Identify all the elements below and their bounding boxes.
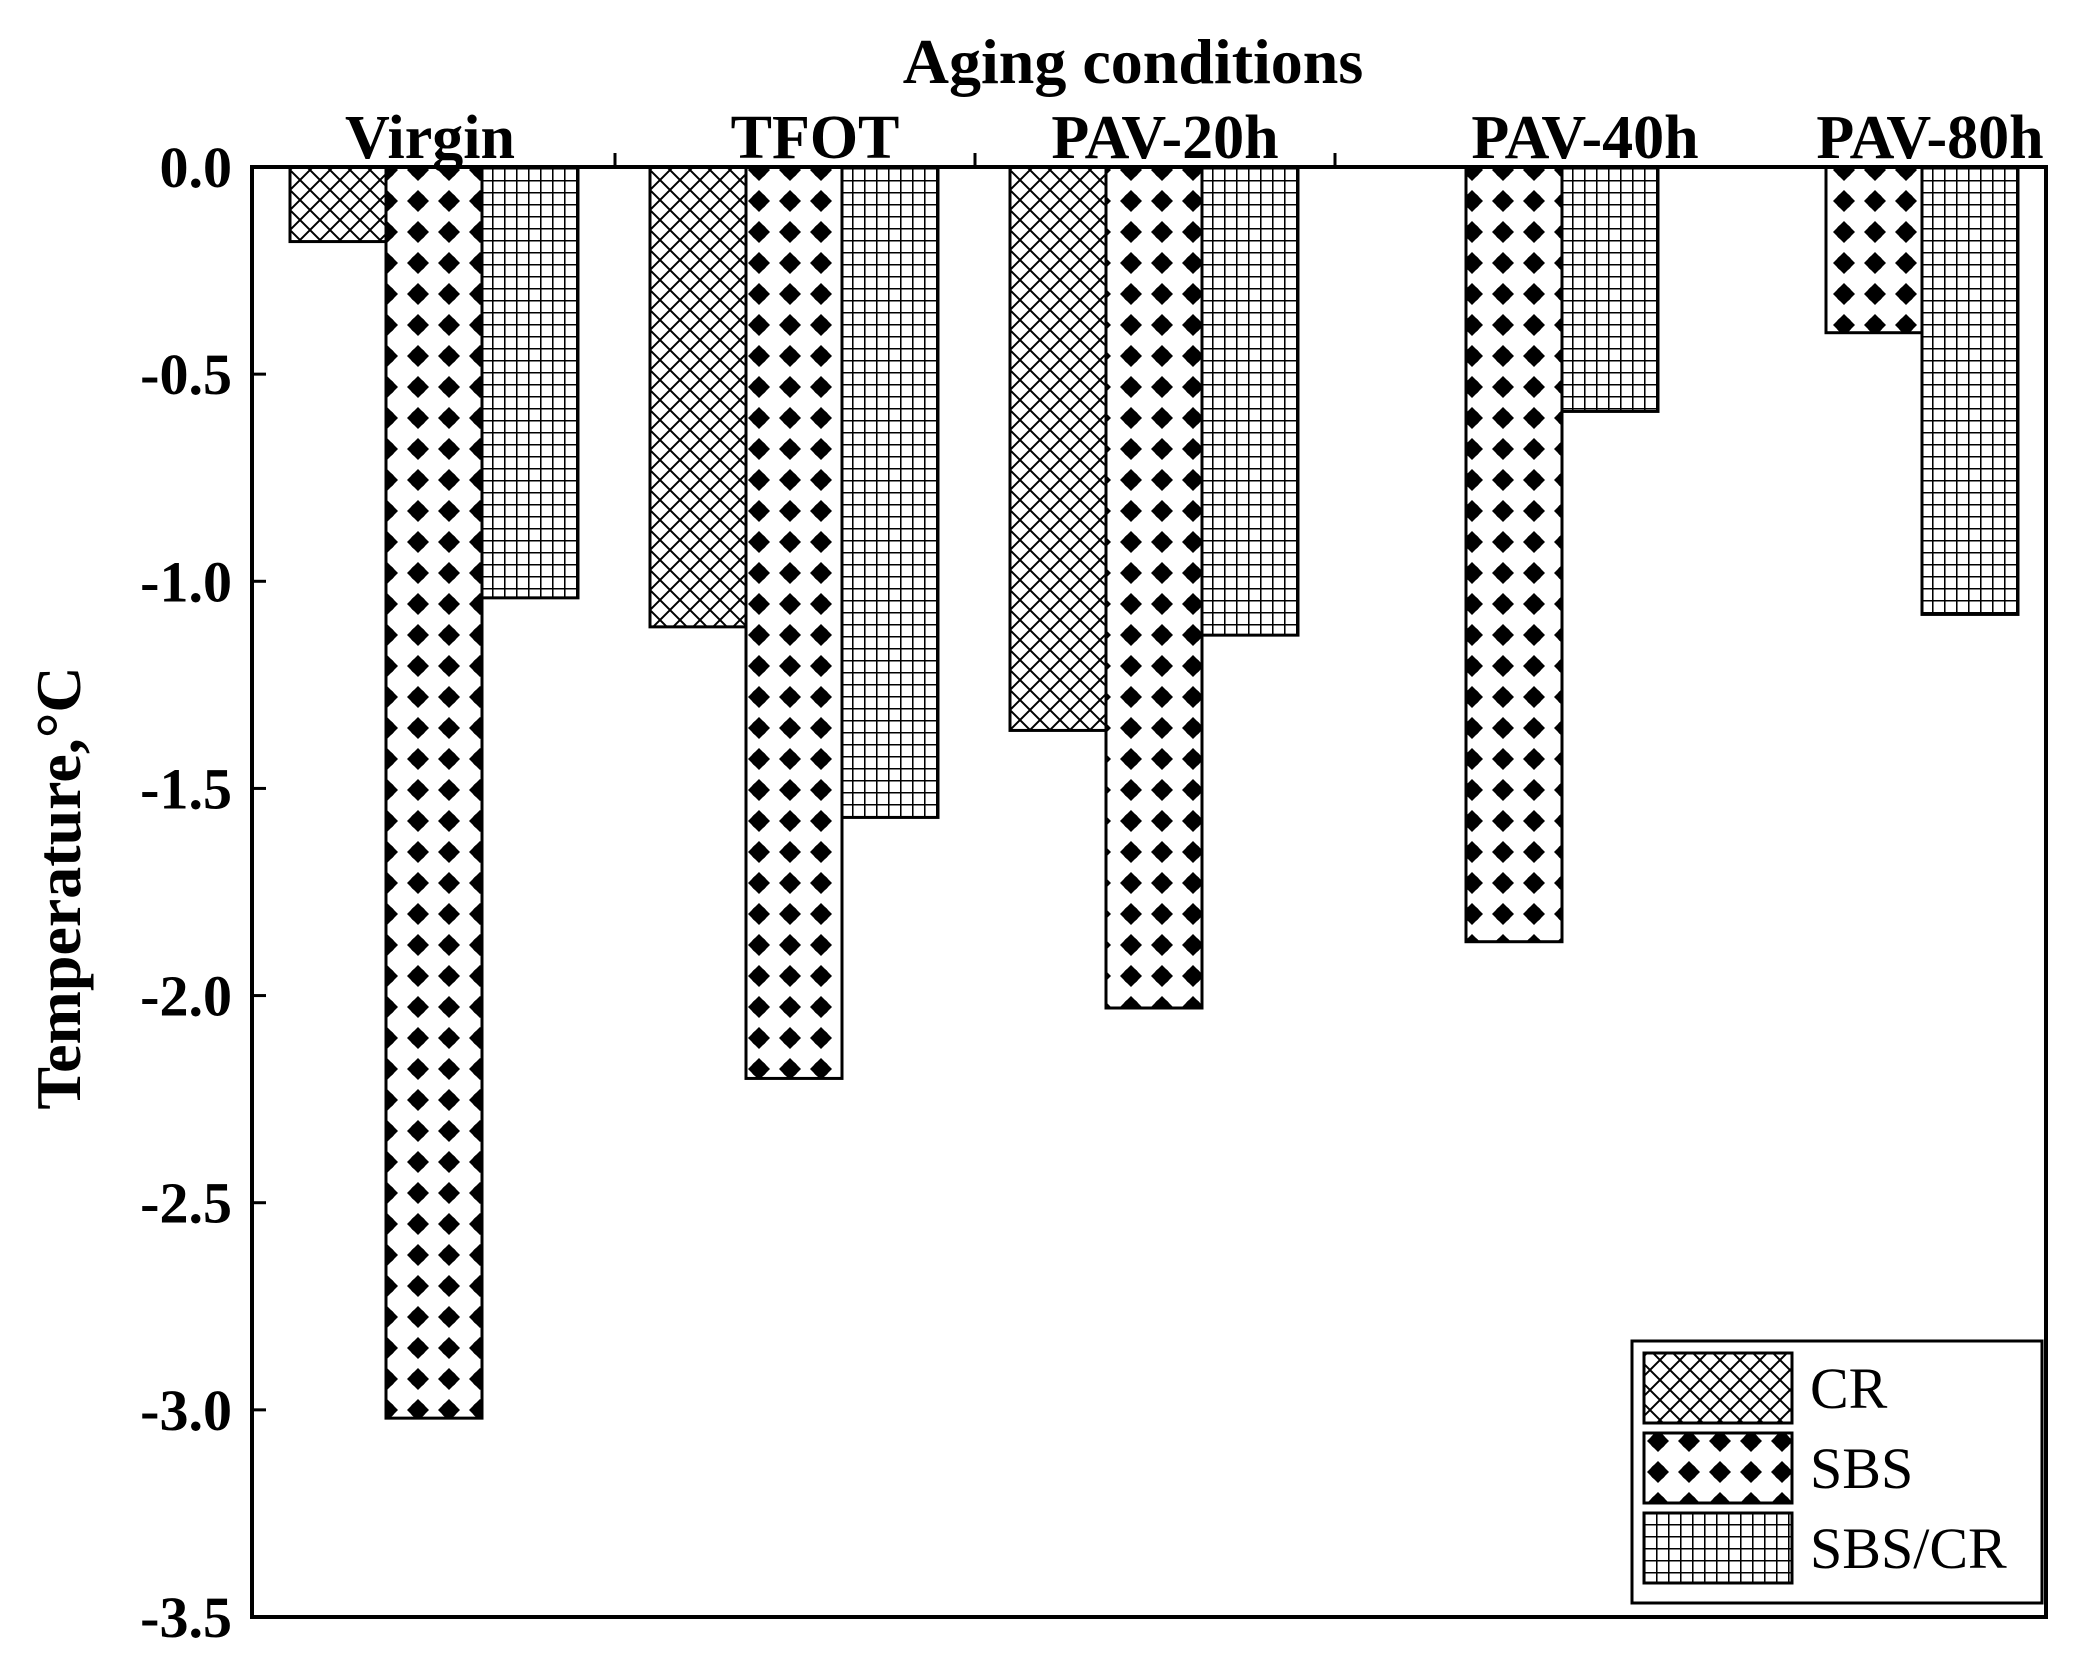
y-tick-label: -3.0: [140, 1378, 232, 1443]
y-axis-title: Temperature,°C: [23, 666, 94, 1109]
legend-label: SBS: [1810, 1436, 1913, 1501]
y-tick-label: -2.0: [140, 964, 232, 1029]
bar-sbs-cr-pav-20h: [1200, 165, 1300, 637]
bar-sbs-virgin: [384, 165, 484, 1420]
y-tick-label: -3.5: [140, 1585, 232, 1650]
y-tick-label: 0.0: [160, 135, 233, 200]
x-tick-label: Virgin: [345, 104, 515, 172]
y-tick-label: -1.0: [140, 549, 232, 614]
x-tick-label: TFOT: [731, 104, 900, 172]
x-axis-title: Aging conditions: [903, 26, 1364, 97]
bar-sbs-tfot: [744, 165, 844, 1080]
legend-swatch-sbs: [1642, 1431, 1794, 1505]
bar-cr-pav-20h: [1008, 165, 1108, 732]
y-tick-label: -1.5: [140, 756, 232, 821]
bars-group: [288, 165, 2020, 1420]
x-tick-label: PAV-40h: [1471, 104, 1698, 172]
x-axis-ticks: Virgin TFOT PAV-20h PAV-40h PAV-80h: [345, 104, 2044, 172]
bar-sbs-cr-tfot: [840, 165, 940, 819]
legend: CR SBS SBS/CR: [1630, 1339, 2044, 1605]
x-tick-label: PAV-20h: [1051, 104, 1278, 172]
legend-label: CR: [1810, 1356, 1888, 1421]
bar-sbs-cr-virgin: [480, 165, 580, 600]
bar-sbs-cr-pav-80h: [1920, 165, 2020, 616]
bar-sbs-cr-pav-40h: [1560, 165, 1660, 413]
x-tick-label: PAV-80h: [1816, 104, 2043, 172]
plot-frame: [250, 165, 2048, 1619]
y-axis-ticks: 0.0 -0.5 -1.0 -1.5 -2.0 -2.5 -3.0 -3.5: [140, 135, 266, 1650]
y-tick-label: -0.5: [140, 342, 232, 407]
bar-cr-tfot: [648, 165, 748, 629]
bar-sbs-pav-80h: [1824, 165, 1924, 335]
y-tick-label: -2.5: [140, 1171, 232, 1236]
bar-sbs-pav-40h: [1464, 165, 1564, 944]
legend-label: SBS/CR: [1810, 1516, 2007, 1581]
bar-sbs-pav-20h: [1104, 165, 1204, 1010]
legend-swatch-sbs-cr: [1642, 1511, 1794, 1585]
bar-cr-virgin: [288, 165, 388, 244]
legend-swatch-cr: [1642, 1351, 1794, 1425]
